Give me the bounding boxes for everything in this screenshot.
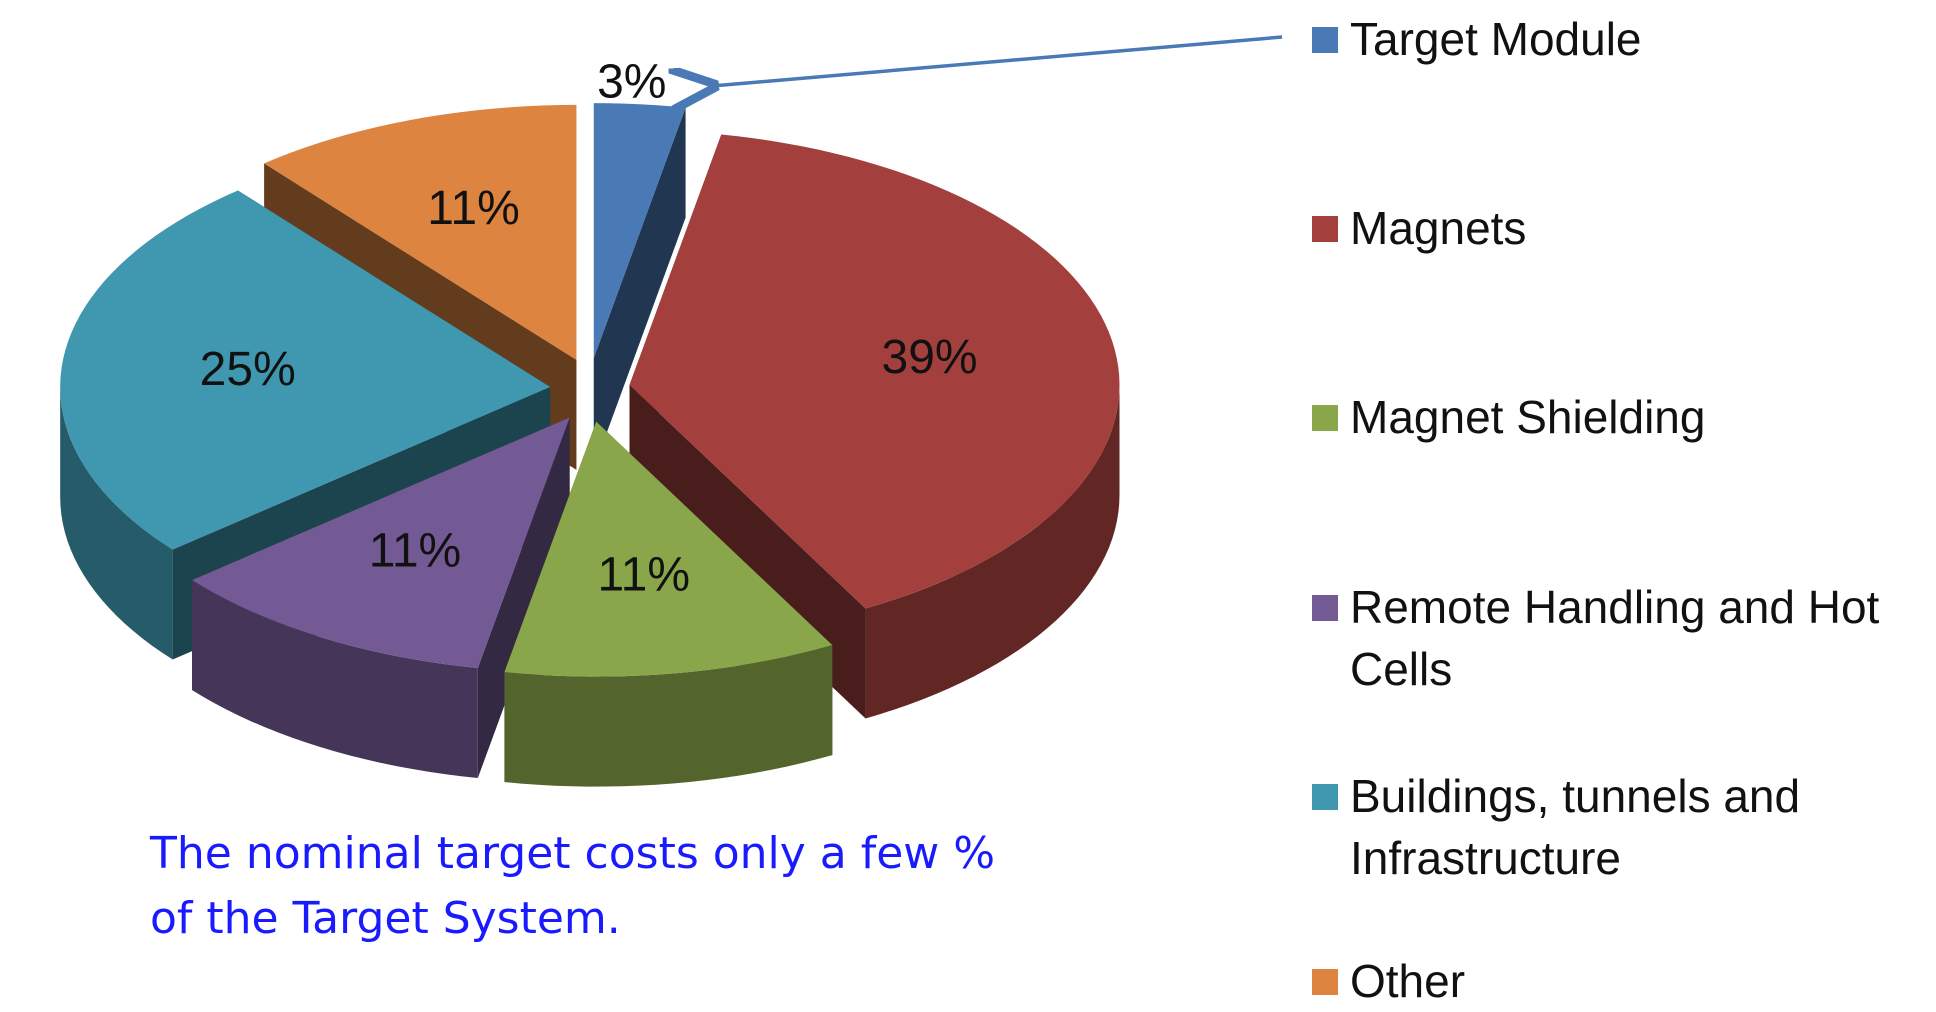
legend-item: Other bbox=[1312, 950, 1885, 1012]
slice bbox=[60, 190, 551, 550]
arrow bbox=[712, 35, 1283, 86]
slice-side bbox=[192, 580, 478, 779]
slice bbox=[192, 417, 570, 669]
slice bbox=[264, 104, 577, 360]
legend-label: Magnet Shielding bbox=[1350, 391, 1706, 443]
legend-item: Magnets bbox=[1312, 197, 1885, 259]
legend-swatch bbox=[1312, 784, 1338, 810]
annotation: of the Target System. bbox=[150, 893, 621, 944]
data-label: 11% bbox=[427, 182, 520, 235]
slice-side bbox=[865, 384, 1120, 719]
data-label: 11% bbox=[369, 524, 462, 577]
data-label: 25% bbox=[200, 343, 296, 396]
legend-swatch bbox=[1312, 405, 1338, 431]
legend-label: Remote Handling and Hot Cells bbox=[1350, 581, 1880, 696]
legend-item: Target Module bbox=[1312, 8, 1885, 70]
slice bbox=[504, 421, 833, 677]
legend-swatch bbox=[1312, 969, 1338, 995]
annotation: The nominal target costs only a few % bbox=[150, 828, 996, 879]
legend-swatch bbox=[1312, 27, 1338, 53]
slice bbox=[593, 103, 686, 359]
legend-swatch bbox=[1312, 216, 1338, 242]
legend-swatch bbox=[1312, 595, 1338, 621]
legend-label: Magnets bbox=[1350, 202, 1527, 254]
data-label: 11% bbox=[598, 548, 691, 601]
slice bbox=[629, 134, 1120, 609]
slice-side bbox=[60, 386, 173, 660]
slice-side bbox=[593, 107, 686, 469]
legend-label: Target Module bbox=[1350, 13, 1642, 65]
legend-item: Magnet Shielding bbox=[1312, 386, 1885, 448]
legend-item: Remote Handling and Hot Cells bbox=[1312, 576, 1885, 700]
legend-item: Buildings, tunnels and Infrastructure bbox=[1312, 765, 1885, 889]
slice-side bbox=[504, 645, 833, 787]
data-label: 3% bbox=[597, 56, 666, 109]
data-label: 39% bbox=[882, 331, 978, 384]
legend-label: Buildings, tunnels and Infrastructure bbox=[1350, 770, 1801, 885]
legend-label: Other bbox=[1350, 955, 1466, 1007]
